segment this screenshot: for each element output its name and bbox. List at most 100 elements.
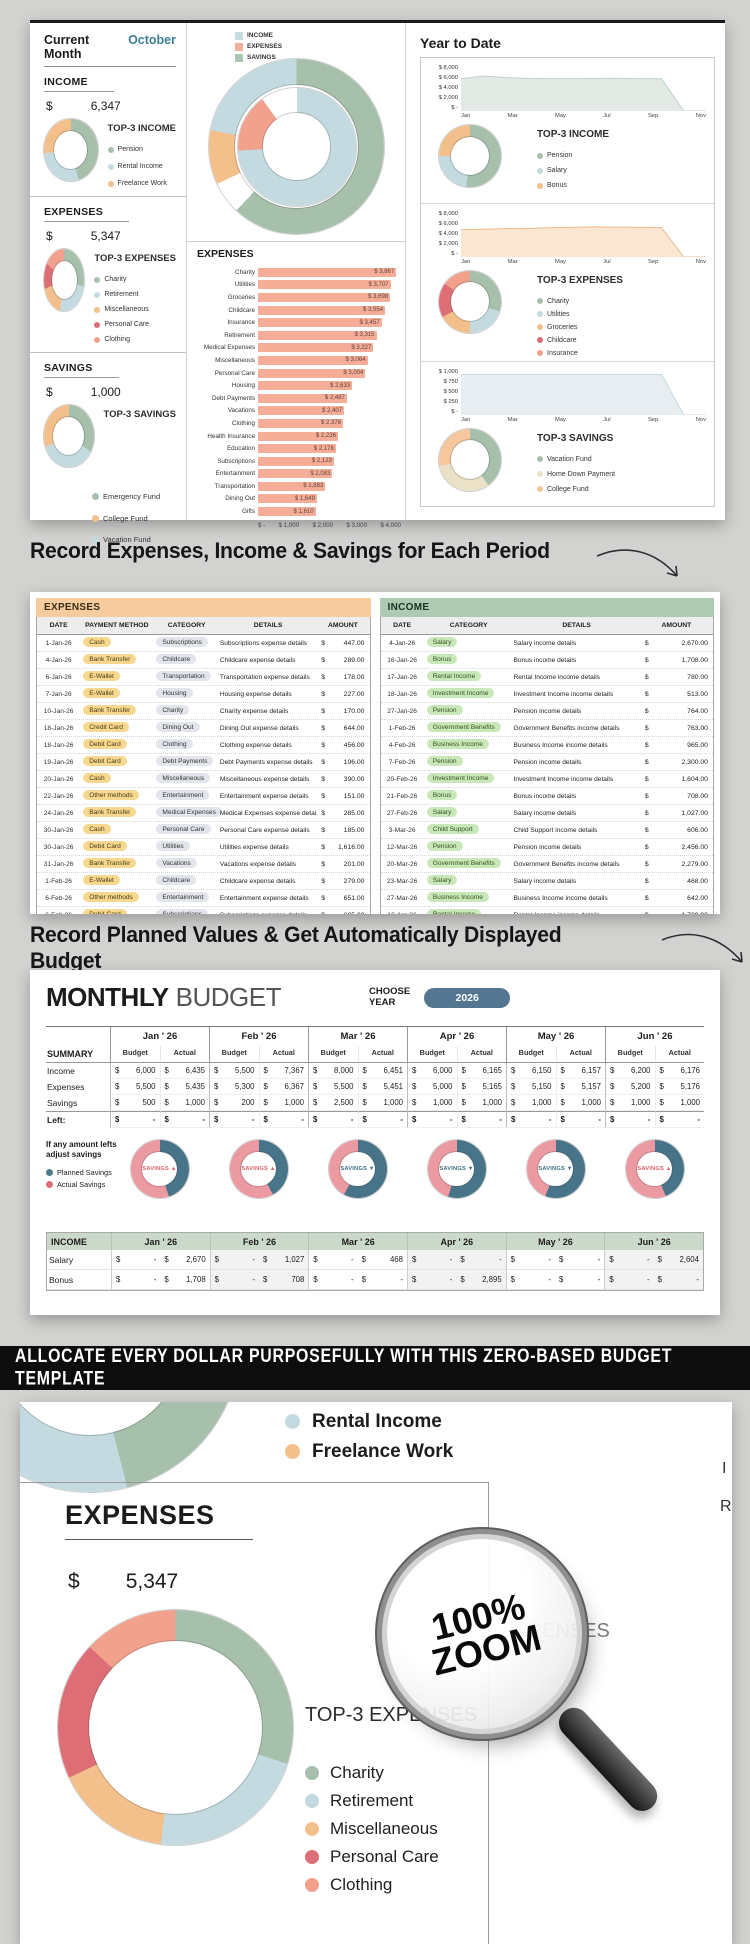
legend-dot <box>537 311 543 317</box>
bar-value-label: $ 2,236 <box>315 433 336 440</box>
cell-value: 468 <box>389 1255 403 1264</box>
cell-payment-method: Bank Transfer <box>80 804 153 822</box>
currency-symbol: $ <box>321 843 326 851</box>
legend-dot <box>92 536 99 544</box>
table-header-row: DATE CATEGORY DETAILS AMOUNT <box>380 617 713 635</box>
row-label: Left: <box>46 1111 110 1128</box>
category-pill: Rental Income <box>426 909 482 914</box>
cell-date: 1-Jan-26 <box>45 639 72 647</box>
amount-value: 1,604.00 <box>681 775 708 783</box>
column-header: AMOUNT <box>661 622 692 629</box>
row-label: Expenses <box>47 1082 85 1092</box>
axis-tick: $ - <box>451 105 458 111</box>
cell-amount: $289.00 <box>316 657 369 664</box>
axis-tick: $ 4,000 <box>438 230 458 237</box>
payment-method-pill: Debit Card <box>83 756 127 766</box>
budget-cell: $6,367 <box>258 1079 308 1095</box>
bar-track: $ 2,123 <box>258 456 401 466</box>
cell-value: - <box>152 1115 156 1124</box>
legend-dot <box>305 1793 319 1808</box>
area-y-labels: $ 8,000 $ 6,000 $ 4,000 $ 2,000 $ - <box>429 211 461 257</box>
bar-row: Health Insurance $ 2,236 <box>193 430 401 443</box>
partial-income-donut-ring <box>20 1402 240 1492</box>
cell-details: Childcare expense details <box>219 656 296 664</box>
cell-value: 1,000 <box>383 1098 403 1107</box>
column-header: DETAILS <box>562 622 591 629</box>
currency-symbol: $ <box>313 1082 318 1091</box>
bar-value-label: $ 2,083 <box>310 470 331 477</box>
income-cell: $ - <box>209 1270 259 1290</box>
month-header: May ' 26 <box>506 1027 605 1046</box>
payment-method-pill: Cash <box>83 773 111 783</box>
legend-label: Charity <box>547 297 570 305</box>
budget-cell: $6,165 <box>456 1063 506 1079</box>
cell-amount: $201.00 <box>316 861 369 868</box>
cell-value: 6,176 <box>680 1066 700 1075</box>
payment-method-pill: Bank Transfer <box>83 807 137 817</box>
cell-category: Salary <box>424 634 514 652</box>
cell-payment-method: Cash <box>80 770 153 788</box>
legend-label: Personal Care <box>104 321 150 328</box>
currency-symbol: $ <box>214 1275 219 1284</box>
cell-date: 20-Mar-26 <box>386 860 418 868</box>
cell-value: - <box>202 1115 205 1124</box>
cell-value: 2,670 <box>186 1255 206 1264</box>
record-heading: Record Expenses, Income & Savings for Ea… <box>30 538 685 588</box>
area-x-labels: Jan Mar May Jul Sep Nov <box>461 417 706 423</box>
currency-symbol: $ <box>313 1115 318 1124</box>
ytd-panel-0: $ 8,000 $ 6,000 $ 4,000 $ 2,000 $ - Jan Mar May… <box>421 58 714 203</box>
zoom-expenses-title: EXPENSES <box>65 1500 253 1540</box>
budget-cell: $5,157 <box>555 1079 605 1095</box>
category-pill: Salary <box>426 807 458 817</box>
tables-card: EXPENSES DATE PAYMENT METHOD CATEGORY DETAI… <box>30 592 720 914</box>
bar-row: Debt Payments $ 2,487 <box>193 392 401 405</box>
cell-amount: $606.00 <box>640 827 713 834</box>
overview-legend-item: EXPENSES <box>235 43 282 51</box>
cell-amount: $468.00 <box>640 878 713 885</box>
currency-symbol: $ <box>115 1098 120 1107</box>
currency-symbol: $ <box>610 1098 615 1107</box>
bar-row: Insurance $ 3,457 <box>193 316 401 329</box>
legend-label: Miscellaneous <box>104 306 149 313</box>
budget-cell: $ - <box>159 1111 209 1128</box>
category-pill: Childcare <box>156 654 197 664</box>
currency-symbol: $ <box>644 707 649 715</box>
currency-symbol: $ <box>659 1082 664 1091</box>
payment-method-pill: Other methods <box>83 790 139 800</box>
donut-hole <box>450 282 490 321</box>
bar-track: $ 3,867 <box>258 267 401 277</box>
axis-tick: Nov <box>695 416 706 423</box>
bar-track: $ 3,004 <box>258 368 401 378</box>
summary-section-expenses: EXPENSES $5,347 TOP-3 EXPENSES Charity Retir… <box>44 197 176 343</box>
dashboard-middle-column: INCOME EXPENSES SAVINGS EXPENSES Charity $ … <box>187 23 406 529</box>
bar-category-label: Childcare <box>228 306 255 314</box>
bar-track: $ 2,407 <box>258 406 401 416</box>
section-amount: $5,347 <box>46 229 176 243</box>
cell-amount: $279.00 <box>316 878 369 885</box>
section-title: SAVINGS <box>44 362 119 378</box>
legend-label: Charity <box>330 1763 384 1782</box>
bar-value-label: $ 3,064 <box>345 357 366 364</box>
bar-category-label: Miscellaneous <box>215 356 255 364</box>
budget-cell: $5,500 <box>308 1079 358 1095</box>
currency-symbol: $ <box>313 1275 318 1284</box>
cell-category: Childcare <box>153 651 220 669</box>
currency-symbol: $ <box>214 1066 219 1075</box>
legend-dot <box>46 1181 53 1189</box>
legend-dot <box>305 1765 319 1780</box>
column-header: DATE <box>393 622 412 629</box>
cell-date: 17-Jan-26 <box>387 673 417 681</box>
cell-date: 27-Mar-26 <box>386 894 418 902</box>
currency-symbol: $ <box>461 1066 466 1075</box>
category-pill: Child Support <box>426 824 479 834</box>
amount-value: 685.00 <box>344 912 365 915</box>
budget-cell: $1,000 <box>605 1095 655 1111</box>
year-selector[interactable]: 2026 <box>424 987 511 1008</box>
legend-item: Charity <box>305 1764 439 1781</box>
current-month-value[interactable]: October <box>128 33 176 47</box>
bar-value-label: $ 3,004 <box>343 370 364 377</box>
expenses-table-title: EXPENSES <box>36 598 371 617</box>
legend-label: Personal Care <box>330 1847 439 1866</box>
savings-donut: SAVINGS ▼ <box>526 1140 585 1198</box>
axis-tick: Nov <box>695 258 706 265</box>
